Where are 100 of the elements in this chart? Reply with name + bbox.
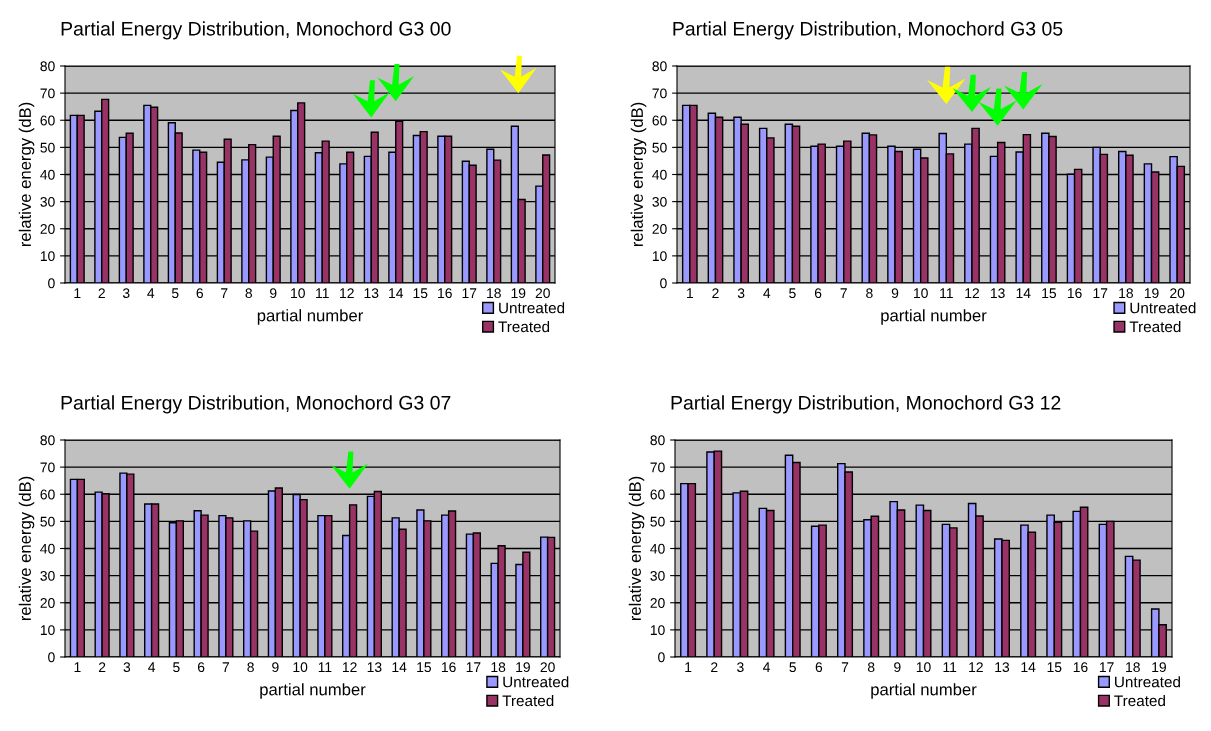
x-tick-label: 12 bbox=[342, 662, 357, 672]
x-tick-label: 15 bbox=[1042, 288, 1057, 299]
y-tick-label: 60 bbox=[652, 115, 667, 126]
y-tick-label: 0 bbox=[658, 652, 665, 663]
y-tick-label: 10 bbox=[40, 625, 55, 636]
x-tick-label: 5 bbox=[171, 288, 179, 299]
y-tick-label: 80 bbox=[40, 61, 55, 72]
x-tick-label: 13 bbox=[995, 662, 1010, 673]
y-tick-label: 50 bbox=[40, 516, 55, 527]
x-tick-label: 18 bbox=[1126, 662, 1140, 673]
y-tick-label: 80 bbox=[40, 435, 55, 446]
legend-label: Treated bbox=[498, 320, 550, 333]
x-tick-label: 5 bbox=[789, 288, 796, 299]
y-tick-label: 30 bbox=[652, 196, 667, 207]
x-tick-label: 8 bbox=[867, 662, 875, 673]
legend-label: Treated bbox=[502, 694, 554, 707]
y-axis-title: relative energy (dB) bbox=[18, 102, 35, 247]
x-tick-label: 2 bbox=[98, 288, 105, 298]
x-tick-label: 20 bbox=[1170, 288, 1185, 299]
x-tick-label: 19 bbox=[1152, 662, 1166, 673]
x-tick-label: 1 bbox=[74, 288, 81, 298]
x-tick-label: 16 bbox=[1067, 288, 1082, 299]
y-tick-label: 50 bbox=[650, 516, 665, 527]
chart-title: Partial Energy Distribution, Monochord G3 00 bbox=[61, 21, 451, 40]
y-tick-label: 70 bbox=[652, 88, 667, 99]
x-tick-label: 12 bbox=[969, 662, 983, 672]
x-tick-label: 1 bbox=[687, 288, 694, 298]
x-tick-label: 14 bbox=[392, 662, 407, 672]
x-tick-label: 20 bbox=[535, 288, 550, 299]
x-tick-label: 6 bbox=[197, 662, 205, 673]
x-tick-label: 14 bbox=[1016, 288, 1031, 298]
x-tick-label: 7 bbox=[840, 288, 847, 298]
x-tick-label: 20 bbox=[540, 662, 555, 673]
y-tick-label: 60 bbox=[650, 489, 665, 500]
y-axis-title: relative energy (dB) bbox=[628, 476, 645, 621]
x-tick-label: 13 bbox=[367, 662, 382, 673]
x-tick-label: 17 bbox=[466, 662, 481, 672]
y-tick-label: 30 bbox=[650, 570, 665, 581]
x-tick-label: 16 bbox=[1073, 662, 1088, 673]
x-tick-label: 4 bbox=[763, 288, 771, 298]
x-tick-label: 17 bbox=[1099, 662, 1114, 672]
x-tick-label: 15 bbox=[1047, 662, 1062, 673]
x-tick-label: 9 bbox=[270, 288, 277, 299]
y-tick-label: 10 bbox=[40, 251, 55, 262]
y-tick-label: 30 bbox=[40, 570, 55, 581]
y-tick-label: 0 bbox=[660, 278, 667, 289]
y-tick-label: 40 bbox=[40, 543, 55, 554]
x-tick-label: 11 bbox=[943, 662, 957, 672]
x-tick-label: 4 bbox=[763, 662, 771, 672]
y-axis-title: relative energy (dB) bbox=[18, 476, 35, 621]
y-tick-label: 80 bbox=[650, 435, 665, 446]
x-tick-label: 2 bbox=[98, 662, 106, 672]
legend-label: Treated bbox=[1114, 694, 1165, 707]
x-tick-label: 15 bbox=[417, 662, 432, 673]
y-tick-label: 20 bbox=[650, 598, 665, 608]
y-tick-label: 40 bbox=[652, 169, 667, 180]
x-tick-label: 3 bbox=[737, 288, 745, 299]
legend-label: Untreated bbox=[499, 302, 565, 314]
x-tick-label: 14 bbox=[389, 288, 404, 298]
x-tick-label: 2 bbox=[711, 662, 718, 672]
chart-title: Partial Energy Distribution, Monochord G3 07 bbox=[61, 395, 451, 414]
x-tick-label: 8 bbox=[247, 662, 254, 673]
y-tick-label: 40 bbox=[40, 169, 55, 180]
x-tick-label: 10 bbox=[291, 288, 305, 299]
y-tick-label: 70 bbox=[40, 462, 55, 473]
legend-label: Untreated bbox=[1115, 676, 1180, 688]
x-tick-label: 9 bbox=[272, 662, 279, 673]
x-tick-label: 5 bbox=[173, 662, 180, 673]
x-tick-label: 2 bbox=[712, 288, 719, 298]
x-tick-label: 13 bbox=[990, 288, 1005, 299]
x-tick-label: 5 bbox=[789, 662, 796, 673]
x-tick-label: 19 bbox=[511, 288, 526, 299]
y-tick-label: 50 bbox=[652, 142, 667, 153]
x-tick-label: 6 bbox=[196, 288, 203, 299]
x-tick-label: 4 bbox=[147, 288, 155, 298]
x-axis-title: partial number bbox=[881, 309, 987, 325]
y-tick-label: 20 bbox=[652, 224, 667, 234]
y-tick-label: 70 bbox=[650, 462, 665, 473]
x-tick-label: 3 bbox=[737, 662, 744, 673]
x-tick-label: 19 bbox=[516, 662, 530, 673]
x-tick-label: 11 bbox=[940, 288, 953, 298]
y-tick-label: 60 bbox=[40, 489, 55, 500]
x-tick-label: 8 bbox=[245, 288, 253, 299]
x-tick-label: 7 bbox=[222, 662, 230, 672]
x-tick-label: 4 bbox=[148, 662, 156, 672]
x-tick-label: 7 bbox=[841, 662, 849, 672]
chart-title: Partial Energy Distribution, Monochord G3 05 bbox=[673, 21, 1063, 40]
x-tick-label: 16 bbox=[438, 288, 452, 299]
legend-label: Untreated bbox=[503, 676, 569, 688]
y-tick-label: 40 bbox=[650, 543, 665, 554]
x-tick-label: 6 bbox=[815, 662, 823, 673]
y-tick-label: 10 bbox=[650, 625, 665, 636]
x-tick-label: 15 bbox=[413, 288, 428, 299]
x-tick-label: 18 bbox=[487, 288, 501, 299]
y-tick-label: 20 bbox=[40, 598, 55, 608]
x-tick-label: 18 bbox=[491, 662, 506, 673]
x-tick-label: 8 bbox=[866, 288, 873, 299]
x-tick-label: 3 bbox=[122, 288, 130, 299]
chart-title: Partial Energy Distribution, Monochord G3 12 bbox=[671, 395, 1061, 414]
y-tick-label: 10 bbox=[652, 251, 667, 262]
